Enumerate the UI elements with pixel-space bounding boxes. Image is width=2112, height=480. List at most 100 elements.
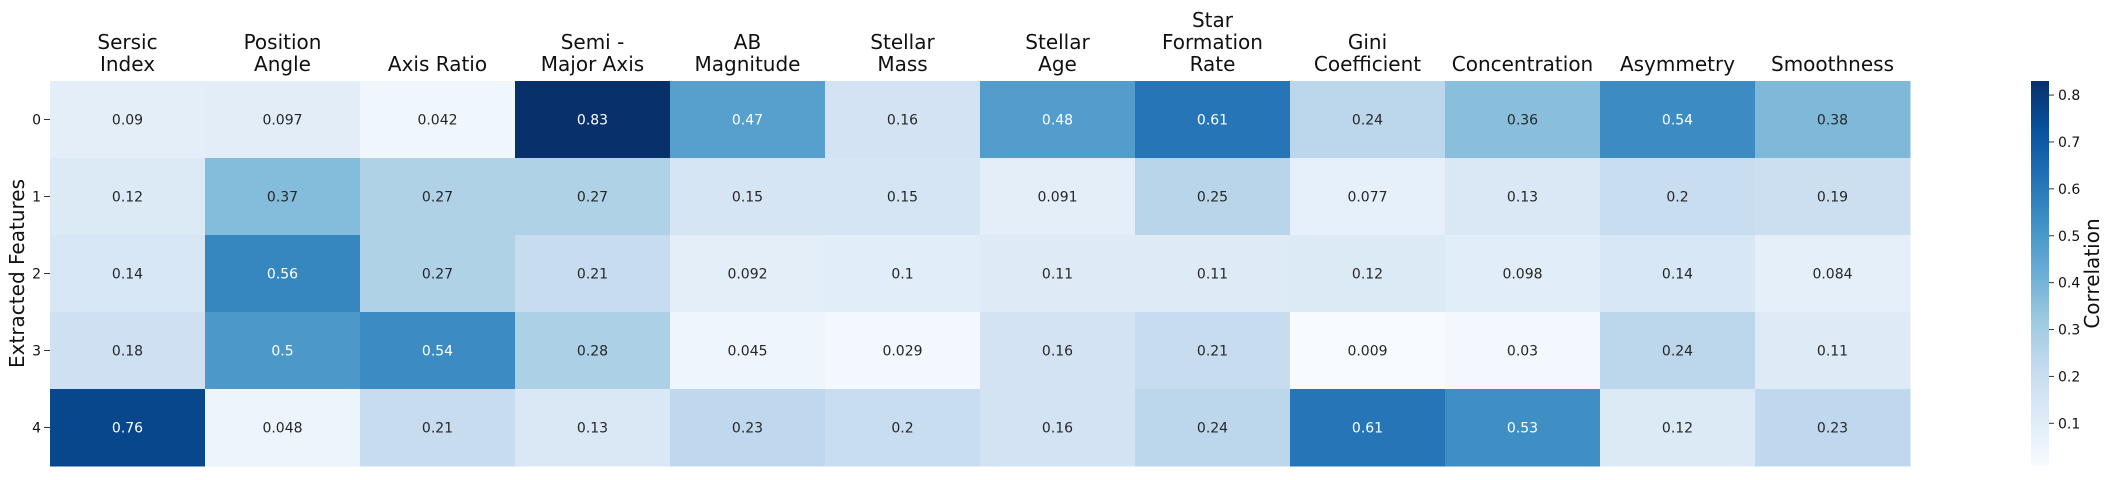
- cell-value-label: 0.37: [267, 190, 298, 206]
- heatmap-cell: [670, 235, 826, 313]
- row-tick-label: 2: [32, 267, 41, 283]
- cell-value-label: 0.03: [1507, 344, 1538, 360]
- heatmap-cell: [1445, 158, 1601, 236]
- cell-value-label: 0.83: [577, 113, 608, 129]
- colorbar-tick-label: 0.8: [2058, 88, 2080, 104]
- cell-value-label: 0.13: [577, 421, 608, 437]
- heatmap-cell: [1755, 158, 1911, 236]
- cell-value-label: 0.28: [577, 344, 608, 360]
- cell-value-label: 0.12: [1662, 421, 1693, 437]
- column-header-label: Magnitude: [695, 52, 801, 76]
- colorbar-tick-label: 0.7: [2058, 135, 2080, 151]
- cell-value-label: 0.27: [422, 190, 453, 206]
- heatmap-cell: [825, 158, 981, 236]
- column-header-label: Star: [1192, 8, 1234, 32]
- cell-value-label: 0.097: [262, 113, 302, 129]
- cell-value-label: 0.48: [1042, 113, 1073, 129]
- heatmap-cell: [1755, 235, 1911, 313]
- colorbar-tick-label: 0.3: [2058, 323, 2080, 339]
- cell-value-label: 0.09: [112, 113, 143, 129]
- heatmap-cell: [1135, 389, 1291, 467]
- cell-value-label: 0.21: [577, 267, 608, 283]
- heatmap-cell: [515, 81, 671, 159]
- cell-value-label: 0.2: [1666, 190, 1688, 206]
- column-header-label: Stellar: [1025, 30, 1090, 54]
- cell-value-label: 0.23: [1817, 421, 1848, 437]
- heatmap-cell: [1135, 81, 1291, 159]
- heatmap-cell: [360, 81, 516, 159]
- column-header-label: Concentration: [1452, 52, 1593, 76]
- cell-value-label: 0.19: [1817, 190, 1848, 206]
- heatmap-cell: [980, 312, 1136, 390]
- colorbar-tick-label: 0.4: [2058, 276, 2080, 292]
- colorbar-label: Correlation: [2080, 218, 2104, 328]
- heatmap-cell: [360, 235, 516, 313]
- cell-value-label: 0.029: [882, 344, 922, 360]
- cell-value-label: 0.27: [577, 190, 608, 206]
- cell-value-label: 0.56: [267, 267, 298, 283]
- column-header-label: Mass: [877, 52, 927, 76]
- column-header-label: Angle: [254, 52, 311, 76]
- cell-value-label: 0.5: [271, 344, 293, 360]
- heatmap-cell: [1445, 389, 1601, 467]
- cell-value-label: 0.27: [422, 267, 453, 283]
- heatmap-cell: [825, 235, 981, 313]
- cell-value-label: 0.16: [1042, 344, 1073, 360]
- column-header-label: Coefficient: [1314, 52, 1421, 76]
- heatmap-cell: [1600, 158, 1756, 236]
- cell-value-label: 0.16: [887, 113, 918, 129]
- cell-value-label: 0.21: [1197, 344, 1228, 360]
- heatmap-cell: [50, 158, 206, 236]
- column-header-label: Age: [1038, 52, 1077, 76]
- cell-value-label: 0.24: [1662, 344, 1693, 360]
- heatmap-cell: [205, 389, 361, 467]
- heatmap-cell: [1445, 235, 1601, 313]
- row-tick-label: 4: [32, 421, 41, 437]
- cell-value-label: 0.16: [1042, 421, 1073, 437]
- heatmap-cell: [825, 312, 981, 390]
- colorbar-tick-label: 0.6: [2058, 182, 2080, 198]
- cell-value-label: 0.25: [1197, 190, 1228, 206]
- column-header-label: Position: [244, 30, 322, 54]
- column-header-label: Index: [100, 52, 155, 76]
- column-header-label: Formation: [1162, 30, 1263, 54]
- cell-value-label: 0.14: [112, 267, 143, 283]
- heatmap-cell: [205, 158, 361, 236]
- cell-value-label: 0.54: [1662, 113, 1693, 129]
- colorbar-tick-label: 0.5: [2058, 229, 2080, 245]
- cell-value-label: 0.098: [1502, 267, 1542, 283]
- heatmap-cell: [515, 312, 671, 390]
- heatmap-cell: [205, 312, 361, 390]
- heatmap-cell: [515, 158, 671, 236]
- heatmap-cell: [50, 312, 206, 390]
- cell-value-label: 0.045: [727, 344, 767, 360]
- heatmap-cell: [825, 389, 981, 467]
- cell-value-label: 0.76: [112, 421, 143, 437]
- heatmap-cell: [1755, 81, 1911, 159]
- heatmap-cell: [1290, 81, 1446, 159]
- cell-value-label: 0.12: [112, 190, 143, 206]
- cell-value-label: 0.24: [1197, 421, 1228, 437]
- heatmap-cell: [50, 81, 206, 159]
- cell-value-label: 0.009: [1347, 344, 1387, 360]
- heatmap-cell: [1290, 389, 1446, 467]
- heatmap-cell: [360, 312, 516, 390]
- cell-value-label: 0.13: [1507, 190, 1538, 206]
- column-header-label: Rate: [1190, 52, 1236, 76]
- heatmap-cell: [1755, 312, 1911, 390]
- column-header-label: Gini: [1348, 30, 1387, 54]
- heatmap-cell: [360, 158, 516, 236]
- colorbar-tick-label: 0.1: [2058, 416, 2080, 432]
- column-header-label: Smoothness: [1771, 52, 1894, 76]
- cell-value-label: 0.077: [1347, 190, 1387, 206]
- cell-value-label: 0.084: [1812, 267, 1852, 283]
- column-header-label: Semi -: [561, 30, 625, 54]
- cell-value-label: 0.11: [1197, 267, 1228, 283]
- row-tick-label: 3: [32, 344, 41, 360]
- heatmap-cell: [1135, 312, 1291, 390]
- cell-value-label: 0.15: [732, 190, 763, 206]
- column-header-label: Axis Ratio: [388, 52, 487, 76]
- heatmap-cell: [1445, 312, 1601, 390]
